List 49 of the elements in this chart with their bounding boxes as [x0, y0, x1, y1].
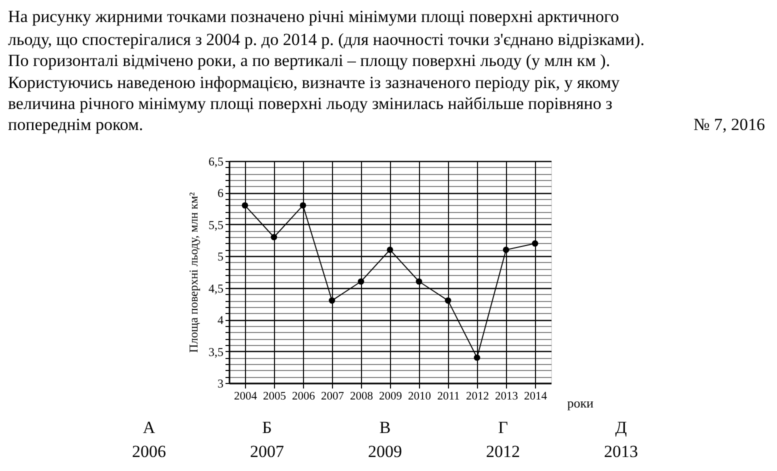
point [386, 246, 394, 253]
text: 2012 [486, 442, 520, 461]
x-tick-label: 2007 [320, 390, 344, 402]
x-tick-label: 2012 [466, 390, 490, 402]
text: льоду, що спостерігалися з 2004 р. до 2014 р. (для наочності точки з'єднано відрізками). [8, 30, 644, 49]
x-tick-label: 2005 [262, 390, 286, 402]
point [328, 297, 336, 304]
text: 2013 [604, 442, 638, 461]
y-tick-label: 5,5 [208, 218, 224, 232]
point [242, 202, 248, 209]
point [270, 234, 278, 240]
x-tick-label: 2004 [234, 390, 258, 402]
x-tick-label: 2008 [350, 390, 374, 402]
x-tick-label: 2010 [408, 390, 432, 402]
point [532, 240, 538, 247]
text: В [379, 418, 391, 437]
text: Д [615, 418, 628, 437]
point [474, 354, 480, 361]
text: А [142, 418, 156, 437]
text: 2009 [368, 442, 402, 461]
text: величина річного мінімуму площі поверхні льоду змінилась найбільше порівняно з [8, 94, 613, 113]
y-tick-label: 6 [218, 186, 224, 200]
text: 2006 [132, 442, 166, 461]
point [502, 246, 510, 253]
y-tick-label: 5 [218, 250, 224, 264]
y-tick-label: 6,5 [208, 154, 224, 168]
y-tick-label: 4,5 [208, 281, 224, 296]
text: Б [262, 418, 272, 437]
text: По горизонталі відмічено роки, а по вертикалі – площу поверхні льоду (у млн км ). [8, 51, 610, 70]
text: № 7, 2016 [694, 115, 765, 134]
y-axis-title: Площа поверхні льоду, млн км² [186, 192, 200, 353]
x-tick-label: 2013 [495, 390, 518, 402]
point [444, 297, 452, 304]
y-tick-label: 3 [218, 376, 224, 390]
y-tick-label: 3,5 [208, 344, 224, 359]
x-tick-label: 2014 [524, 390, 548, 402]
text: На рисунку жирними точками позначено річні мінімуми площі поверхні арктичного [8, 7, 620, 26]
text: Користуючись наведеною інформацією, визначте із зазначеного періоду рік, у якому [8, 73, 620, 92]
text: 2007 [250, 442, 284, 461]
point [416, 278, 422, 285]
x-tick-label: 2011 [437, 390, 460, 402]
x-axis-title: роки [567, 396, 594, 410]
y-tick-label: 4 [218, 313, 224, 328]
text: Г [498, 418, 508, 437]
x-tick-label: 2006 [292, 390, 316, 402]
point [300, 202, 306, 209]
text: попереднім роком. [8, 115, 144, 134]
x-tick-label: 2009 [379, 390, 402, 402]
point [358, 278, 364, 285]
